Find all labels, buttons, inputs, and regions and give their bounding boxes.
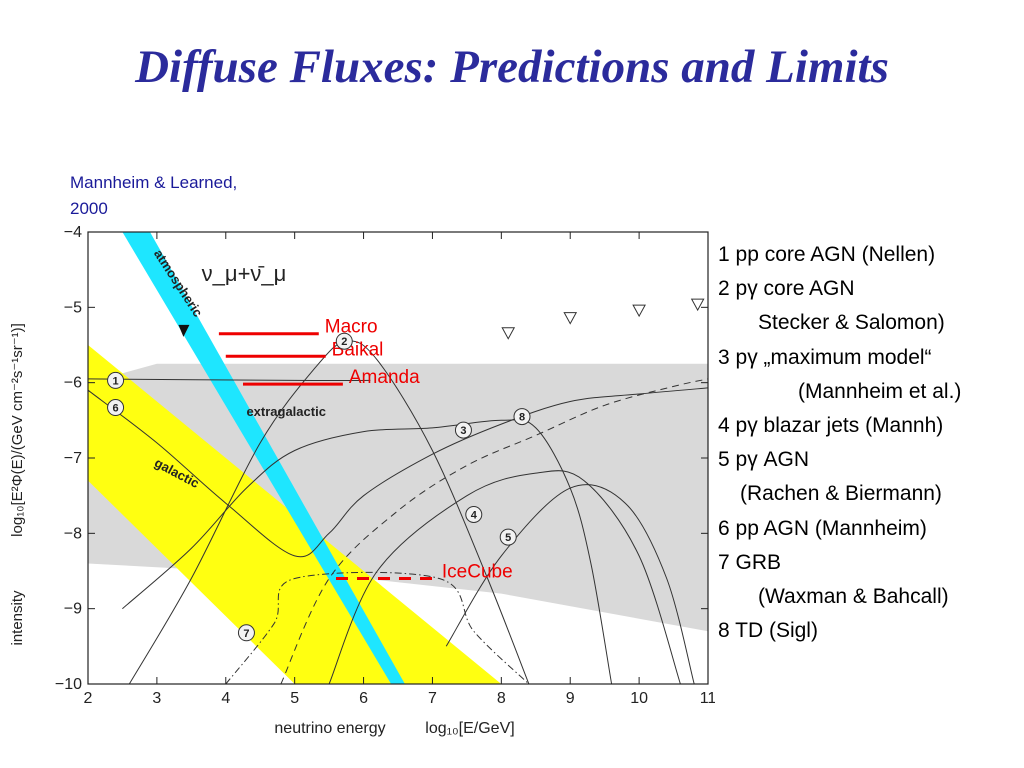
limit-label-icecube: IceCube [442, 562, 513, 583]
model-curve-5 [445, 484, 695, 684]
curve-marker-label-6: 6 [112, 403, 118, 415]
y-axis-label: log₁₀[E²Φ(E)/(GeV cm⁻²s⁻¹sr⁻¹)] [9, 323, 26, 537]
legend-row: 8 TD (Sigl) [718, 619, 818, 643]
citation-line: Mannheim & Learned, [70, 173, 238, 192]
x-tick-label: 7 [428, 690, 437, 707]
curve-marker-4 [465, 506, 483, 523]
legend-row: 5 pγ AGN [718, 448, 810, 472]
citation-line: 2000 [70, 199, 108, 218]
curve-marker-label-7: 7 [243, 628, 249, 640]
curve-marker-2 [335, 332, 353, 350]
legend-row: (Mannheim et al.) [798, 379, 962, 403]
curve-marker-3 [454, 421, 472, 439]
x-tick-label: 4 [221, 690, 230, 707]
x-tick-label: 9 [566, 690, 575, 707]
atmospheric-neutrino-label: ν_μ+ν̄_μ [202, 261, 287, 286]
y-tick-label: −9 [64, 601, 82, 618]
curve-marker-label-3: 3 [460, 425, 466, 437]
legend-row: 3 pγ „maximum model“ [718, 345, 932, 369]
curve-marker-label-5: 5 [505, 532, 511, 544]
y-tick-label: −10 [55, 676, 82, 693]
legend-row: Stecker & Salomon) [758, 311, 945, 335]
legend-row: 2 pγ core AGN [718, 277, 855, 301]
upper-limit-triangle [501, 327, 516, 340]
legend-row: 7 GRB [718, 550, 782, 574]
model-legend: 1 pp core AGN (Nellen) 2 pγ core AGN Ste… [718, 238, 1023, 648]
slide-title: Diffuse Fluxes: Predictions and Limits [135, 41, 889, 93]
x-tick-label: 3 [152, 690, 161, 707]
curve-marker-8 [513, 408, 531, 426]
limit-label-macro: Macro [325, 317, 378, 338]
y-tick-label: −8 [64, 525, 82, 542]
x-axis-label: neutrino energy [274, 720, 385, 737]
arrow-icon [178, 324, 190, 337]
curve-marker-7 [237, 624, 255, 642]
model-curve-7 [225, 571, 530, 684]
model-curve-8 [280, 378, 708, 684]
upper-limit-triangle [632, 304, 646, 318]
legend-row: (Waxman & Bahcall) [758, 585, 949, 609]
model-curve-3 [122, 419, 613, 684]
curve-marker-label-4: 4 [471, 510, 478, 522]
limit-label-amanda: Amanda [349, 367, 420, 388]
x-tick-label: 11 [700, 690, 715, 707]
citation: Mannheim & Learned, 2000 [70, 170, 330, 222]
x-tick-label: 10 [630, 690, 648, 707]
x-tick-label: 8 [497, 690, 506, 707]
curve-marker-1 [107, 371, 125, 389]
y-tick-label: −7 [64, 450, 82, 467]
x-tick-label: 2 [84, 690, 93, 707]
model-curve-6 [88, 387, 708, 558]
upper-limit-triangle [563, 312, 578, 325]
curve-marker-label-1: 1 [112, 375, 118, 387]
upper-limit-triangle [690, 298, 705, 312]
curve-marker-label-8: 8 [519, 412, 525, 424]
model-curve-4 [328, 470, 681, 684]
model-curve-1 [88, 378, 371, 382]
y-axis-prefix: intensity [9, 590, 26, 646]
legend-row: (Rachen & Biermann) [740, 482, 942, 506]
y-tick-label: −4 [64, 224, 82, 241]
extragalactic-label: extragalactic [246, 404, 326, 419]
y-tick-label: −6 [64, 375, 82, 392]
curve-marker-label-2: 2 [341, 336, 347, 348]
legend-row: 4 pγ blazar jets (Mannh) [718, 414, 944, 438]
curve-marker-6 [107, 399, 125, 417]
y-tick-label: −5 [64, 299, 82, 316]
legend-row: 6 pp AGN (Mannheim) [718, 516, 927, 540]
x-tick-label: 6 [359, 690, 368, 707]
curve-marker-5 [499, 528, 517, 546]
x-axis-unit: log₁₀[E/GeV] [425, 720, 514, 737]
legend-row: 1 pp core AGN (Nellen) [718, 243, 936, 266]
x-tick-label: 5 [290, 690, 299, 707]
